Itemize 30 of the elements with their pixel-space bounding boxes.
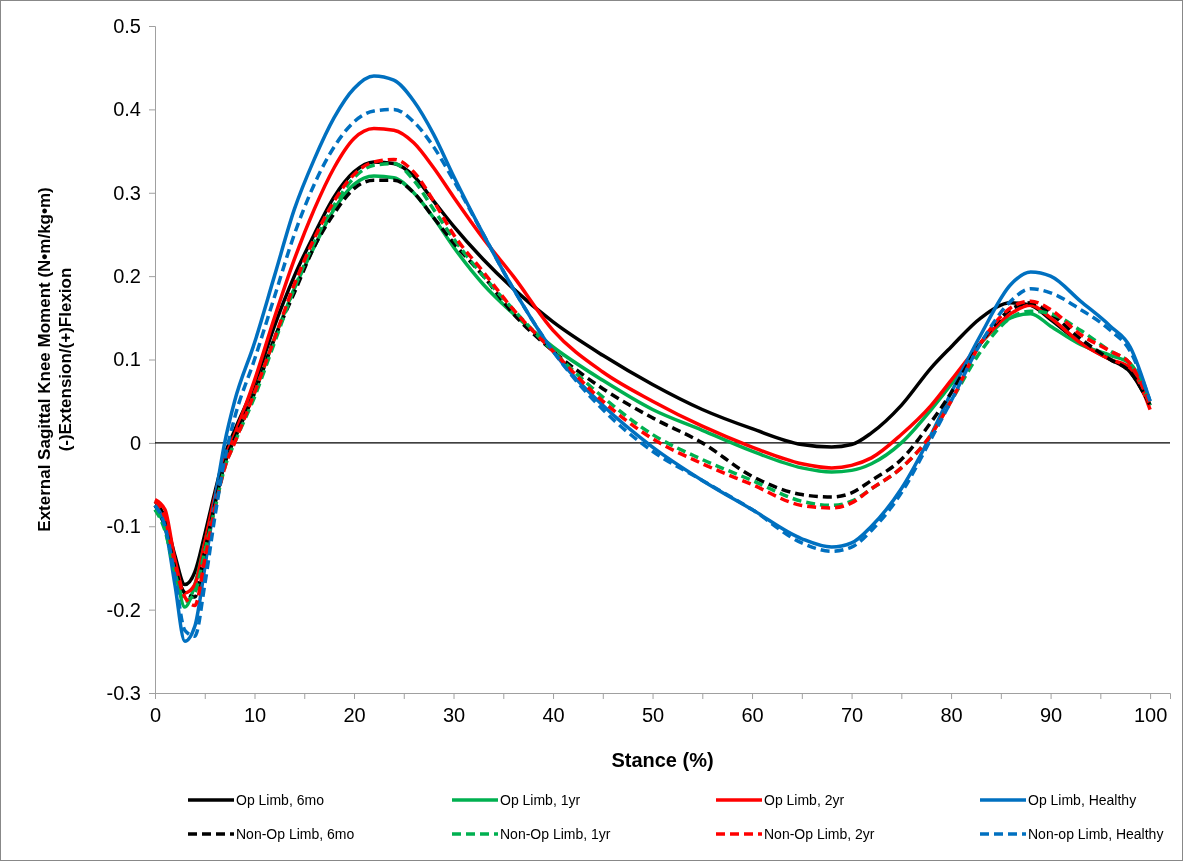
y-axis-title: External Sagittal Knee Moment (N•m/kg•m) (-)Extension/(+)Flexion — [35, 187, 76, 532]
y-tick-label: -0.3 — [106, 681, 141, 704]
y-tick-label: 0.2 — [113, 265, 141, 288]
legend-label: Op Limb, 2yr — [764, 792, 845, 808]
legend-label: Op Limb, 1yr — [500, 792, 581, 808]
x-tick-label: 50 — [641, 704, 665, 726]
x-tick-label: 60 — [741, 704, 764, 726]
y-tick-label: 0.3 — [113, 181, 141, 204]
x-tick-label: 100 — [1133, 704, 1168, 726]
y-tick-label: 0.1 — [113, 348, 141, 371]
x-tick-label: 10 — [243, 704, 267, 726]
legend-label: Non-Op Limb, 1yr — [500, 826, 611, 842]
x-tick-label: 40 — [542, 704, 565, 726]
legend-label: Non-Op Limb, 6mo — [236, 826, 355, 842]
legend-label: Op Limb, Healthy — [1028, 792, 1137, 808]
y-tick-label: 0.5 — [113, 14, 141, 37]
legend-label: Non-op Limb, Healthy — [1028, 826, 1164, 842]
y-tick-label: -0.2 — [106, 598, 141, 621]
y-tick-label: -0.1 — [106, 515, 141, 538]
x-tick-label: 90 — [1039, 704, 1063, 726]
x-axis-title: Stance (%) — [611, 749, 714, 771]
x-tick-label: 0 — [149, 704, 162, 726]
x-tick-label: 20 — [343, 704, 366, 726]
x-tick-label: 70 — [840, 704, 864, 726]
y-tick-label: 0.4 — [113, 98, 141, 121]
x-tick-label: 80 — [940, 704, 963, 726]
y-tick-label: 0 — [129, 431, 141, 454]
x-tick-label: 30 — [442, 704, 466, 726]
legend-label: Op Limb, 6mo — [236, 792, 325, 808]
legend-label: Non-Op Limb, 2yr — [764, 826, 875, 842]
